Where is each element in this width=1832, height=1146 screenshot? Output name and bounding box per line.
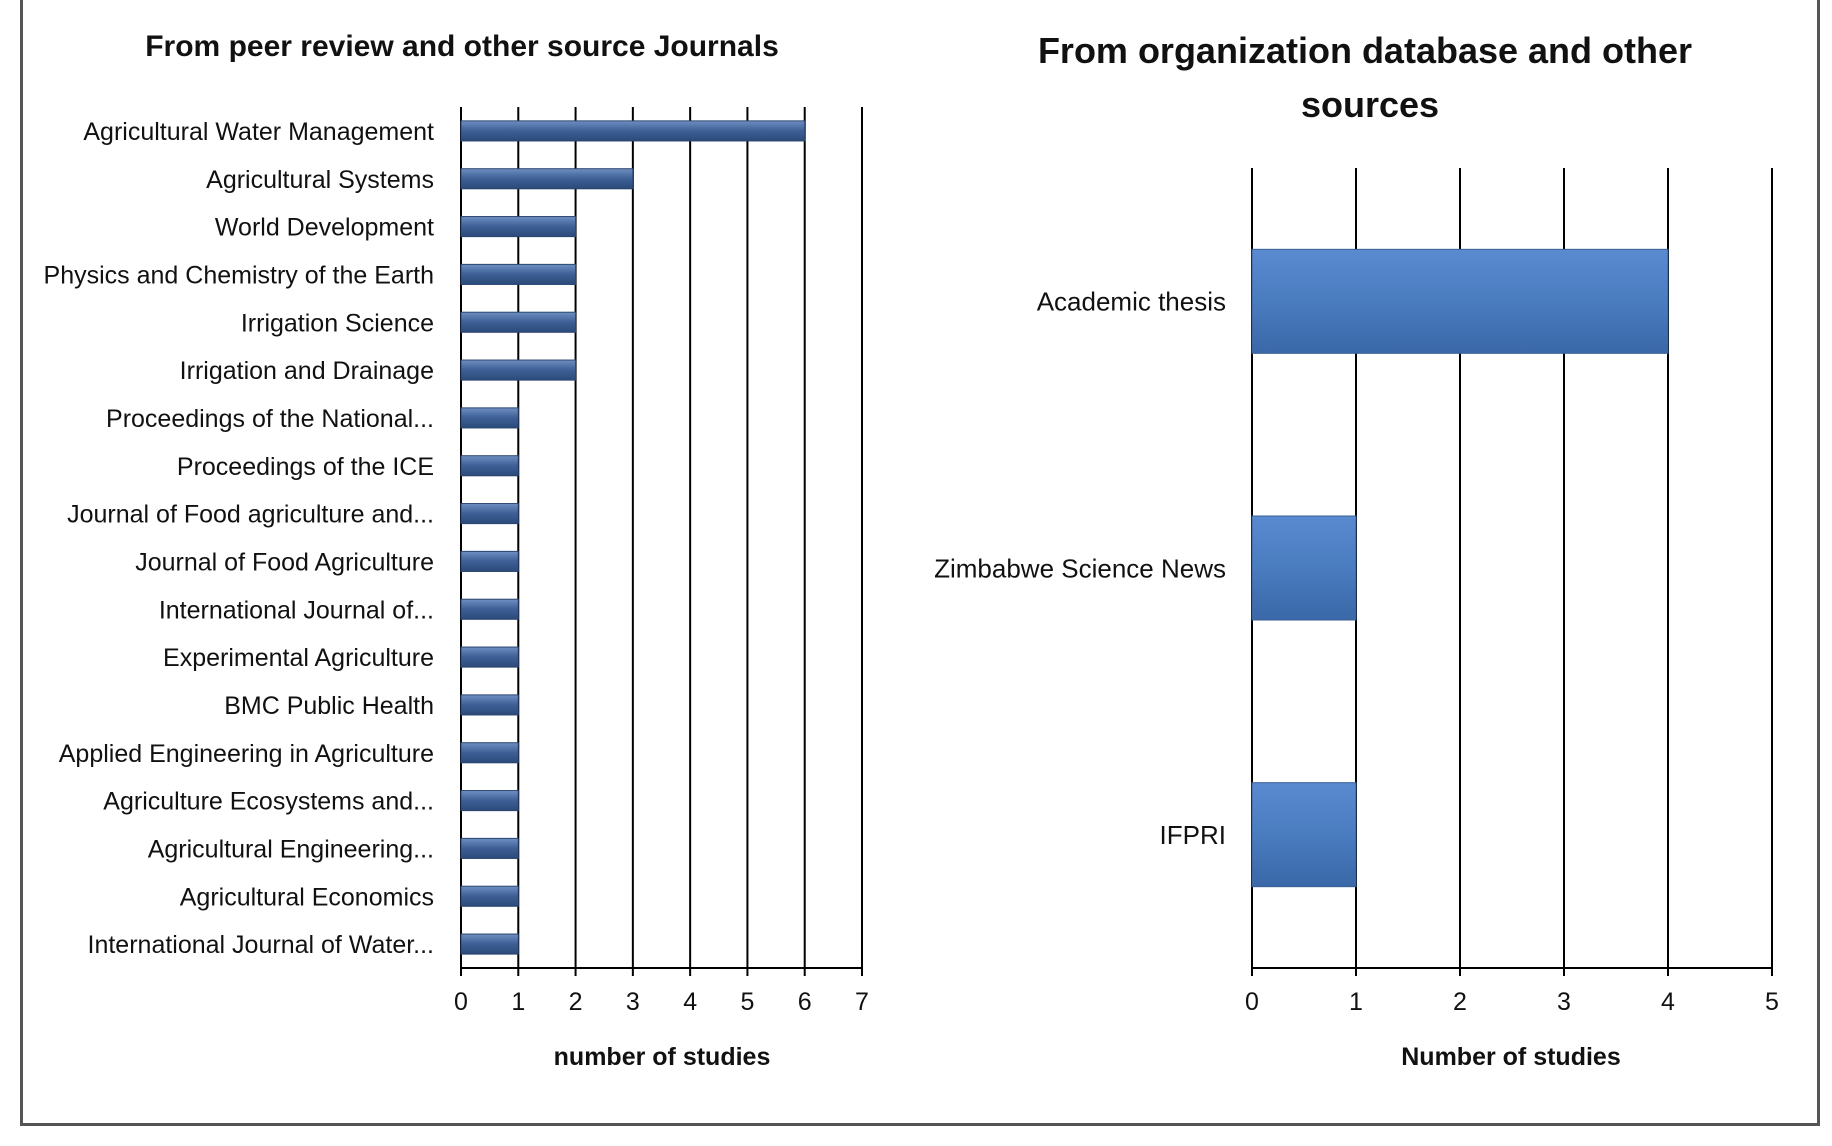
left-category-label: Proceedings of the ICE: [177, 453, 434, 481]
left-tick-label: 2: [569, 988, 583, 1016]
right-tick-label: 1: [1349, 988, 1363, 1016]
left-category-label: Irrigation Science: [241, 309, 434, 337]
left-bar: [460, 742, 519, 764]
right-tick-label: 2: [1453, 988, 1467, 1016]
left-category-label: Agricultural Water Management: [83, 118, 434, 146]
left-category-label: Proceedings of the National...: [106, 405, 434, 433]
journals-chart-x-axis-label: number of studies: [554, 1043, 771, 1071]
left-bar: [460, 598, 519, 620]
left-bar: [460, 359, 577, 381]
left-category-label: International Journal of Water...: [88, 931, 434, 959]
organizations-chart-categories: Academic thesis Zimbabwe Science News IFPR…: [934, 287, 1226, 850]
left-bar: [460, 455, 519, 477]
left-tick-label: 4: [683, 988, 697, 1016]
figure-frame: [20, 0, 1820, 1126]
right-tick-label: 0: [1245, 988, 1259, 1016]
right-tick-label: 4: [1661, 988, 1675, 1016]
left-bar: [460, 263, 577, 285]
right-category-label: Academic thesis: [1037, 287, 1226, 317]
left-tick-label: 3: [626, 988, 640, 1016]
right-category-label: Zimbabwe Science News: [934, 553, 1226, 583]
organizations-chart: From organization database and other sou…: [934, 30, 1779, 1071]
left-category-label: Experimental Agriculture: [163, 644, 434, 672]
left-category-label: Journal of Food agriculture and...: [67, 501, 434, 529]
left-category-label: World Development: [215, 214, 434, 242]
organizations-chart-bars: [1251, 248, 1669, 888]
right-bar: [1251, 782, 1357, 888]
left-category-label: Journal of Food Agriculture: [135, 548, 434, 576]
left-category-label: Irrigation and Drainage: [180, 357, 434, 385]
left-bar: [460, 694, 519, 716]
organizations-chart-title-line-1: From organization database and other: [1038, 30, 1692, 71]
right-tick-label: 3: [1557, 988, 1571, 1016]
organizations-chart-title: From organization database and other sou…: [1038, 30, 1702, 125]
left-bar: [460, 550, 519, 572]
journals-chart-categories: Agricultural Water Management Agricultura…: [44, 118, 434, 959]
journals-chart-grid: [460, 107, 863, 976]
left-bar: [460, 790, 519, 812]
journals-chart-bars: [460, 120, 806, 955]
left-tick-label: 1: [511, 988, 525, 1016]
right-bar: [1251, 515, 1357, 621]
left-bar: [460, 885, 519, 907]
left-bar: [460, 407, 519, 429]
left-category-label: Agriculture Ecosystems and...: [103, 788, 434, 816]
right-bar: [1251, 248, 1669, 354]
left-category-label: Agricultural Economics: [180, 883, 434, 911]
journals-chart-title: From peer review and other source Journa…: [145, 30, 779, 63]
left-category-label: Agricultural Systems: [206, 166, 434, 194]
left-bar: [460, 120, 806, 142]
left-tick-label: 0: [454, 988, 468, 1016]
left-bar: [460, 216, 577, 238]
left-category-label: BMC Public Health: [224, 692, 434, 720]
left-tick-label: 5: [740, 988, 754, 1016]
journals-chart: From peer review and other source Journa…: [44, 30, 869, 1071]
left-bar: [460, 168, 634, 190]
left-bar: [460, 837, 519, 859]
journals-chart-ticks: 0 1 2 3 4 5 6 7: [454, 988, 869, 1016]
left-category-label: Physics and Chemistry of the Earth: [44, 261, 434, 289]
left-bar: [460, 503, 519, 525]
left-bar: [460, 933, 519, 955]
left-category-label: International Journal of...: [159, 596, 434, 624]
left-category-label: Agricultural Engineering...: [148, 835, 434, 863]
left-bar: [460, 311, 577, 333]
left-tick-label: 7: [855, 988, 869, 1016]
left-tick-label: 6: [798, 988, 812, 1016]
right-category-label: IFPRI: [1160, 820, 1226, 850]
organizations-chart-ticks: 0 1 2 3 4 5: [1245, 988, 1779, 1016]
right-tick-label: 5: [1765, 988, 1779, 1016]
left-bar: [460, 646, 519, 668]
left-category-label: Applied Engineering in Agriculture: [59, 740, 434, 768]
organizations-chart-title-line-2: sources: [1301, 84, 1439, 125]
organizations-chart-x-axis-label: Number of studies: [1401, 1043, 1620, 1071]
